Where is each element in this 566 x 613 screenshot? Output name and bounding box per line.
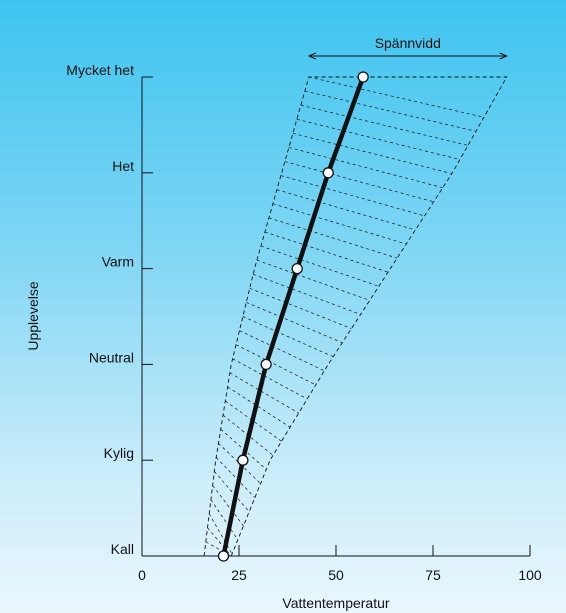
range-band-outline xyxy=(203,76,508,557)
hatch-line xyxy=(210,499,239,541)
x-tick-label: 0 xyxy=(138,567,146,583)
hatch-line xyxy=(304,90,476,132)
hatch-line xyxy=(239,330,325,372)
y-tick-label: Kall xyxy=(111,541,134,557)
hatch-line xyxy=(253,273,361,315)
data-point xyxy=(237,454,249,466)
data-point xyxy=(260,358,272,371)
hatch-line xyxy=(268,217,398,259)
hatch-line xyxy=(272,203,407,245)
hatch-line xyxy=(218,443,261,484)
hatch-line xyxy=(260,245,379,287)
hatch-line xyxy=(208,513,233,555)
range-band xyxy=(203,76,508,557)
hatch-line xyxy=(229,372,299,414)
hatch-line xyxy=(212,485,244,527)
series-line xyxy=(221,76,366,557)
hatch-line xyxy=(249,287,352,329)
x-tick-label: 100 xyxy=(518,567,542,583)
x-tick-label: 75 xyxy=(425,567,441,583)
y-tick-label: Het xyxy=(112,158,134,174)
hatch-line xyxy=(280,175,425,217)
y-tick-label: Kylig xyxy=(104,445,134,461)
hatch-line xyxy=(296,118,461,160)
range-label: Spännvidd xyxy=(375,35,441,51)
data-point xyxy=(322,167,334,179)
hatch-line xyxy=(235,344,316,386)
hatch-line xyxy=(284,161,434,203)
y-tick-label: Mycket het xyxy=(66,62,134,78)
hatch-line xyxy=(232,358,308,400)
hatch-line xyxy=(308,76,484,118)
y-tick-label: Varm xyxy=(102,254,134,270)
hatch-line xyxy=(214,471,250,512)
data-point xyxy=(217,550,230,562)
hatch-line xyxy=(256,259,370,301)
hatch-line xyxy=(292,133,452,174)
hatch-line xyxy=(227,386,291,428)
hatch-line xyxy=(264,231,389,273)
x-axis-label: Vattentemperatur xyxy=(282,595,389,611)
data-point xyxy=(291,262,303,275)
hatch-line xyxy=(288,147,443,189)
y-tick-label: Neutral xyxy=(89,349,134,365)
x-tick-label: 50 xyxy=(328,567,344,583)
hatch-line xyxy=(300,104,469,146)
hatch-line xyxy=(207,527,232,557)
y-ticks: Kall Kylig Neutral Varm Het Mycket het xyxy=(66,62,153,557)
series xyxy=(217,71,369,562)
data-point xyxy=(357,71,369,83)
y-axis-label: Upplevelse xyxy=(25,281,41,350)
x-tick-label: 25 xyxy=(231,567,247,583)
hatch-line xyxy=(242,316,334,358)
x-ticks: 0 25 50 75 100 xyxy=(138,545,542,583)
hatch-line xyxy=(246,302,343,343)
hatch-line xyxy=(276,189,416,231)
